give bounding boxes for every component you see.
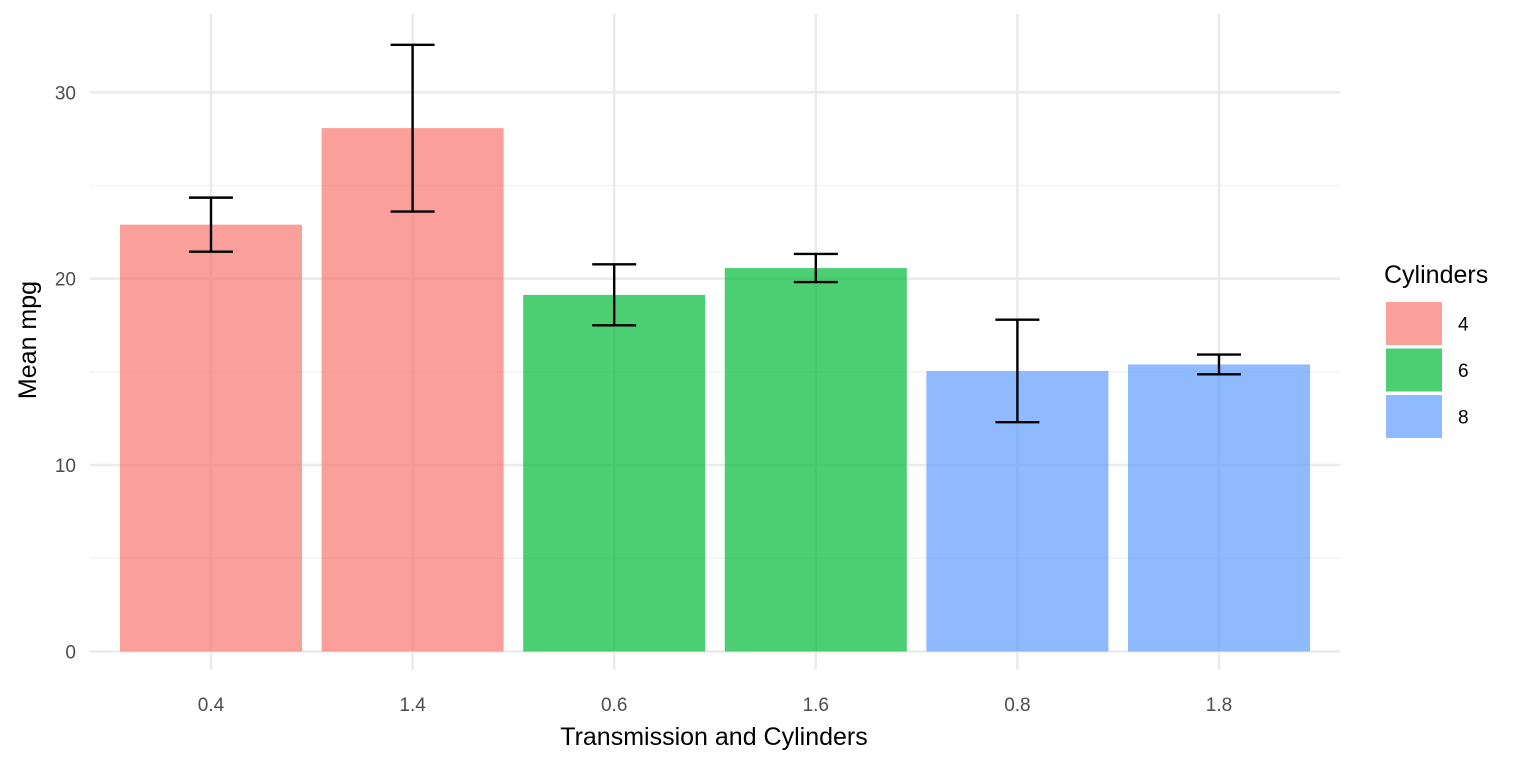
error-bar-0.8 (995, 318, 1040, 424)
legend-label-6: 6 (1458, 361, 1469, 382)
x-tick-label: 1.4 (399, 695, 426, 716)
legend-swatch-6 (1386, 348, 1442, 392)
x-tick-label: 0.8 (1004, 695, 1030, 716)
bar-1.4 (321, 128, 504, 652)
x-tick-label: 0.6 (601, 695, 627, 716)
bar-0.6 (523, 294, 706, 652)
legend: Cylinders 4 6 8 (1384, 261, 1488, 438)
legend-label-4: 4 (1458, 315, 1469, 336)
legend-swatch-4 (1386, 302, 1442, 345)
error-bar-1.6 (793, 252, 838, 284)
legend-items: 4 6 8 (1386, 302, 1469, 438)
bars (120, 128, 1310, 652)
y-tick-label: 20 (55, 270, 76, 291)
x-tick-label: 0.4 (198, 695, 225, 716)
y-axis-title: Mean mpg (14, 281, 42, 399)
y-tick-label: 0 (65, 643, 76, 664)
error-bar-0.6 (592, 263, 637, 327)
x-tick-label: 1.6 (803, 695, 829, 716)
legend-title: Cylinders (1384, 261, 1488, 289)
error-bar-1.4 (390, 43, 435, 213)
bar-0.4 (120, 224, 302, 652)
bar-1.6 (724, 268, 907, 652)
y-axis-ticks: 0 10 20 30 (55, 83, 76, 663)
error-bar-1.8 (1197, 353, 1241, 376)
legend-label-8: 8 (1458, 408, 1469, 429)
bar-1.8 (1128, 364, 1310, 652)
x-axis-ticks: 0.4 1.4 0.6 1.6 0.8 1.8 (198, 695, 1232, 716)
y-tick-label: 30 (55, 83, 76, 104)
error-bars (189, 43, 1241, 424)
legend-swatch-8 (1386, 395, 1442, 438)
x-tick-label: 1.8 (1206, 695, 1232, 716)
error-bar-0.4 (189, 196, 233, 253)
x-axis-title: Transmission and Cylinders (560, 723, 868, 751)
y-tick-label: 10 (55, 456, 76, 477)
